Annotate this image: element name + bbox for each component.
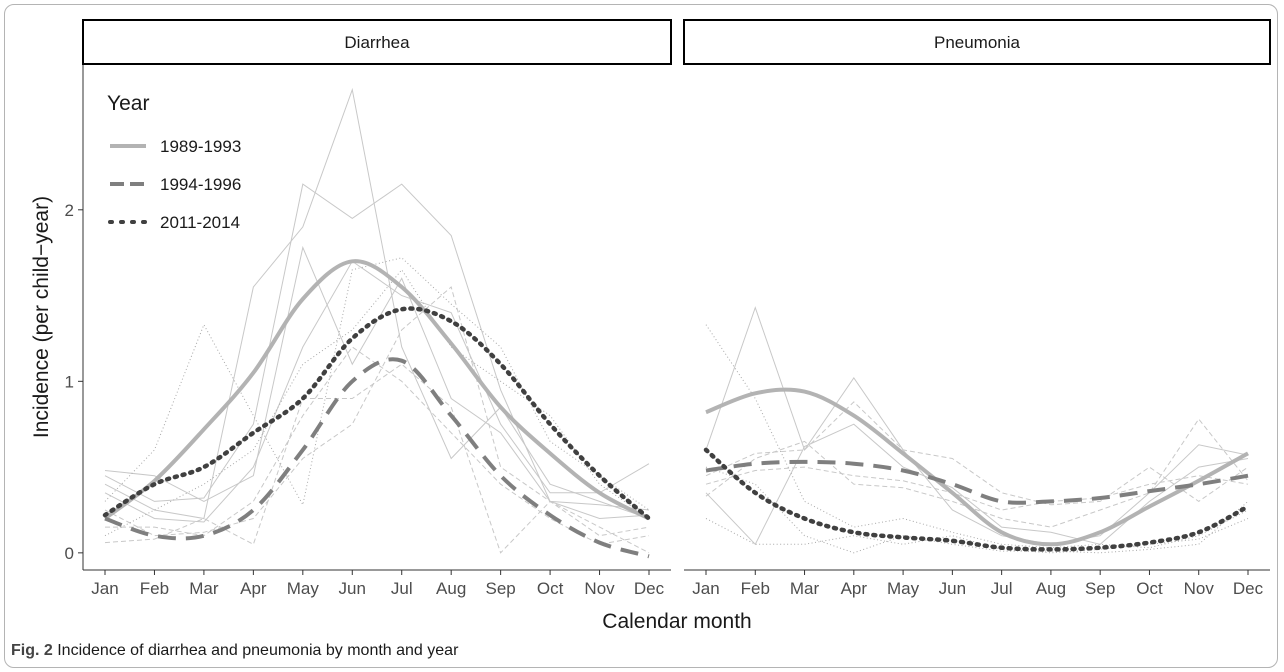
yearly-line-dashed xyxy=(104,363,650,554)
panel-title: Pneumonia xyxy=(934,33,1021,52)
x-tick-label: Feb xyxy=(741,579,770,598)
figure-label: Fig. 2 xyxy=(11,642,53,659)
x-tick-label: May xyxy=(887,579,920,598)
x-tick-label: Dec xyxy=(1233,579,1264,598)
legend-label: 1994-1996 xyxy=(160,175,241,194)
x-tick-label: Aug xyxy=(436,579,466,598)
panel-pneumonia: Pneumonia Jan Feb Mar Apr May Jun Jul Aug Sep Oct N… xyxy=(683,19,1271,598)
yearly-line-dashed xyxy=(705,401,1249,506)
x-tick-label: Jan xyxy=(692,579,719,598)
yearly-line-dotted xyxy=(705,466,1249,554)
panel-strip xyxy=(82,19,672,65)
smooth-line-2011-2014 xyxy=(102,306,652,521)
x-tick-label: Dec xyxy=(634,579,665,598)
y-tick-label: 0 xyxy=(65,544,74,563)
y-axis: 0 1 2 Incidence (per child−year) xyxy=(30,64,84,570)
yearly-line-dotted xyxy=(104,268,650,537)
x-tick-label: May xyxy=(287,579,320,598)
x-tick-label: Jul xyxy=(991,579,1013,598)
panel-strip xyxy=(683,19,1271,65)
yearly-line-solid xyxy=(104,245,650,520)
x-tick-label: Jun xyxy=(939,579,966,598)
legend: Year 1989-1993 1994-1996 2011-2014 xyxy=(107,92,241,232)
x-tick-label: Sep xyxy=(486,579,516,598)
yearly-line-dotted xyxy=(705,518,1249,554)
x-tick-label: Nov xyxy=(1184,579,1215,598)
yearly-line-solid xyxy=(104,183,650,511)
panel-diarrhea: Diarrhea Jan Feb Mar Apr May Jun Jul Aug Sep Oct No… xyxy=(82,19,672,598)
yearly-line-solid xyxy=(705,306,1249,545)
yearly-line-dotted xyxy=(104,257,650,511)
figure-caption: Fig. 2 Incidence of diarrhea and pneumon… xyxy=(11,642,458,660)
figure-frame xyxy=(4,4,1278,668)
yearly-line-solid xyxy=(705,423,1249,546)
smooth-line-1989-1993 xyxy=(705,387,1249,547)
x-tick-label: Aug xyxy=(1036,579,1066,598)
yearly-line-dashed xyxy=(705,418,1249,528)
figure-caption-text: Incidence of diarrhea and pneumonia by m… xyxy=(57,642,459,659)
x-tick-label: Apr xyxy=(841,579,868,598)
x-tick-label: Feb xyxy=(140,579,169,598)
x-tick-label: Oct xyxy=(1136,579,1163,598)
x-tick-label: Oct xyxy=(537,579,564,598)
x-tick-label: Jan xyxy=(91,579,118,598)
panel-title: Diarrhea xyxy=(344,33,410,52)
smooth-line-1994-1996 xyxy=(104,357,650,559)
yearly-line-dashed xyxy=(705,466,1249,511)
yearly-line-dashed xyxy=(104,286,650,537)
y-tick-label: 1 xyxy=(65,372,74,391)
smooth-line-2011-2014 xyxy=(703,447,1251,552)
smooth-line-1989-1993 xyxy=(103,259,650,521)
legend-title: Year xyxy=(107,92,149,115)
y-axis-label: Incidence (per child−year) xyxy=(30,196,53,438)
y-tick-label: 2 xyxy=(65,201,74,220)
x-tick-label: Jul xyxy=(391,579,413,598)
x-axis-label: Calendar month xyxy=(602,610,751,633)
legend-label: 1989-1993 xyxy=(160,137,241,156)
x-tick-label: Mar xyxy=(790,579,820,598)
yearly-line-dashed xyxy=(105,346,650,545)
x-tick-label: Mar xyxy=(189,579,219,598)
yearly-line-solid xyxy=(104,260,650,523)
x-tick-label: Nov xyxy=(584,579,615,598)
x-tick-label: Apr xyxy=(240,579,267,598)
legend-label: 2011-2014 xyxy=(160,213,240,232)
x-tick-label: Jun xyxy=(339,579,366,598)
yearly-line-solid xyxy=(104,87,650,520)
x-tick-label: Sep xyxy=(1085,579,1115,598)
smooth-line-1994-1996 xyxy=(705,459,1249,505)
